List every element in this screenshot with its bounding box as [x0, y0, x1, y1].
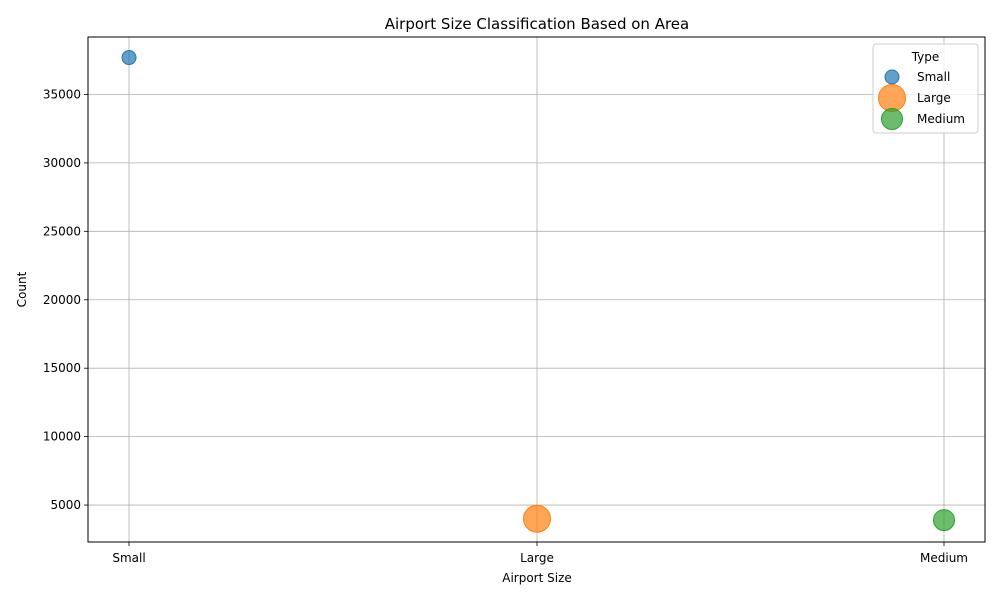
legend-title: Type: [911, 50, 940, 64]
y-tick-label: 20000: [43, 293, 81, 307]
scatter-point-small: [121, 50, 137, 66]
x-axis-label: Airport Size: [502, 571, 572, 585]
legend-label-large: Large: [917, 91, 951, 105]
legend-marker-medium: [881, 108, 903, 130]
y-axis-label: Count: [15, 271, 29, 307]
x-tick-label: Small: [112, 551, 145, 565]
grid-lines: [88, 37, 985, 542]
y-tick-label: 10000: [43, 430, 81, 444]
y-axis-ticks: 5000 10000 15000 20000 25000 30000 35000: [43, 87, 88, 512]
x-axis-ticks: Small Large Medium: [112, 542, 968, 565]
y-tick-label: 15000: [43, 361, 81, 375]
y-tick-label: 5000: [50, 498, 81, 512]
legend-marker-small: [884, 69, 900, 85]
y-tick-label: 30000: [43, 156, 81, 170]
legend: Type Small Large Medium: [872, 43, 979, 134]
plot-frame: [87, 36, 986, 543]
x-tick-label: Large: [520, 551, 554, 565]
legend-marker-large: [878, 84, 906, 112]
data-points: [121, 50, 955, 533]
scatter-point-medium: [933, 509, 955, 532]
legend-label-medium: Medium: [917, 112, 965, 126]
chart-title: Airport Size Classification Based on Are…: [385, 15, 689, 33]
legend-label-small: Small: [917, 70, 950, 84]
scatter-point-large: [523, 504, 551, 533]
y-tick-label: 25000: [43, 224, 81, 238]
y-tick-label: 35000: [43, 87, 81, 101]
x-tick-label: Medium: [920, 551, 968, 565]
